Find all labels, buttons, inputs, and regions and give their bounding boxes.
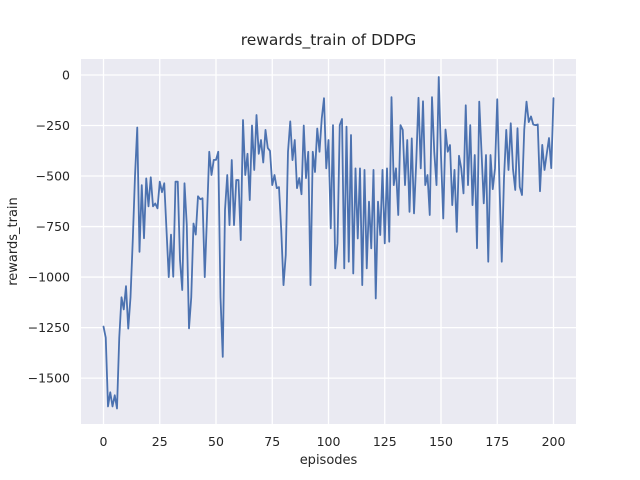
y-tick-label: −1500 (28, 370, 70, 385)
x-tick-label: 50 (208, 434, 224, 449)
x-tick-label: 175 (485, 434, 509, 449)
x-tick-label: 25 (152, 434, 168, 449)
x-tick-label: 75 (264, 434, 280, 449)
y-tick-label: −500 (36, 168, 70, 183)
y-axis-label: rewards_train (6, 197, 21, 286)
x-tick-label: 0 (100, 434, 108, 449)
y-axis-tick-labels: 0 −250 −500 −750 −1000 −1250 −1500 (28, 67, 70, 385)
x-tick-label: 200 (542, 434, 566, 449)
y-tick-label: −750 (36, 219, 70, 234)
x-tick-label: 100 (317, 434, 341, 449)
y-tick-label: −250 (36, 118, 70, 133)
x-tick-label: 125 (373, 434, 397, 449)
x-tick-label: 150 (429, 434, 453, 449)
y-tick-label: 0 (62, 67, 70, 82)
chart-title: rewards_train of DDPG (241, 31, 417, 50)
x-axis-label: episodes (300, 453, 358, 468)
series-group (102, 76, 555, 410)
y-tick-label: −1250 (28, 320, 70, 335)
y-tick-label: −1000 (28, 269, 70, 284)
rewards-line (102, 76, 555, 410)
x-axis-tick-labels: 0 25 50 75 100 125 150 175 200 (100, 434, 566, 449)
